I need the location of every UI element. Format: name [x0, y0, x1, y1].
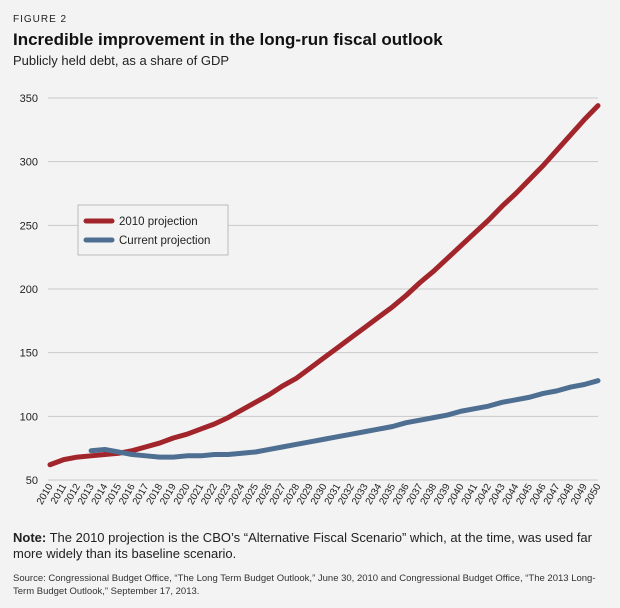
x-axis-ticks: 2010201120122013201420152016201720182019…: [35, 482, 604, 507]
legend: 2010 projection Current projection: [77, 204, 229, 256]
legend-label-2010-projection: 2010 projection: [119, 216, 198, 228]
series-line-current-projection: [88, 378, 601, 460]
y-tick-label-250: 250: [20, 220, 38, 232]
y-tick-label-200: 200: [20, 284, 38, 296]
y-tick-label-150: 150: [20, 348, 38, 360]
note-label: Note:: [13, 530, 47, 545]
series-lines: [47, 103, 601, 468]
chart-subtitle: Publicly held debt, as a share of GDP: [13, 53, 230, 68]
chart-title: Incredible improvement in the long-run f…: [13, 30, 443, 49]
grid-lines: [48, 97, 598, 481]
figure-label: FIGURE 2: [13, 14, 68, 25]
source-text: Source: Congressional Budget Office, “Th…: [13, 573, 596, 597]
legend-label-current-projection: Current projection: [119, 235, 210, 247]
y-tick-label-300: 300: [20, 157, 38, 169]
line-chart: 50 100 150 200 250 300 350 2010201120122013201…: [20, 93, 604, 507]
y-tick-label-350: 350: [20, 93, 38, 105]
y-tick-label-50: 50: [26, 475, 38, 487]
chart-note: Note: The 2010 projection is the CBO’s “…: [13, 530, 608, 562]
legend-box: [77, 204, 229, 256]
y-axis-ticks: 50 100 150 200 250 300 350: [20, 93, 38, 487]
y-tick-label-100: 100: [20, 411, 38, 423]
note-text: The 2010 projection is the CBO’s “Altern…: [13, 530, 592, 561]
series-line-2010-projection: [47, 103, 601, 468]
